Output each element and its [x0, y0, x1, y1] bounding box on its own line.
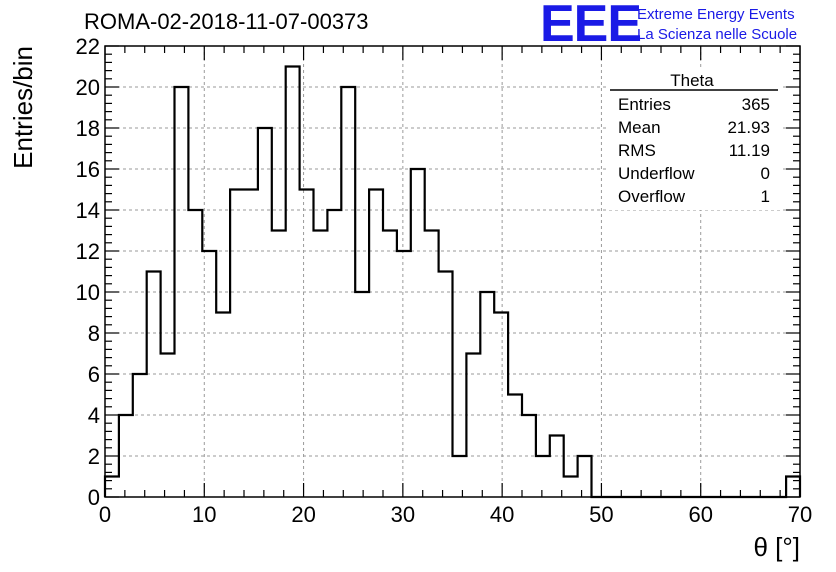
- histogram-bin: [494, 313, 508, 498]
- histogram-bin: [105, 477, 119, 498]
- histogram-bin: [314, 231, 328, 498]
- eee-logo: EEE: [540, 0, 642, 53]
- histogram-bin: [327, 210, 341, 497]
- y-tick-label: 12: [76, 239, 100, 264]
- stats-value: 1: [761, 187, 770, 206]
- histogram-bin: [230, 190, 244, 498]
- histogram-bin: [578, 456, 592, 497]
- histogram-bin: [244, 190, 258, 498]
- y-tick-label: 20: [76, 75, 100, 100]
- y-tick-label: 0: [88, 485, 100, 510]
- histogram-bin: [216, 313, 230, 498]
- stats-title: Theta: [670, 71, 714, 90]
- stats-value: 11.19: [729, 141, 770, 160]
- stats-value: 365: [742, 95, 770, 114]
- histogram-bin: [397, 251, 411, 497]
- histogram-bin: [369, 190, 383, 498]
- y-tick-label: 2: [88, 444, 100, 469]
- stats-label: RMS: [618, 141, 656, 160]
- histogram-bin: [133, 374, 147, 497]
- stats-value: 21.93: [727, 118, 770, 137]
- plot-frame: [104, 45, 801, 498]
- y-tick-label: 10: [76, 280, 100, 305]
- logo-line-1: Extreme Energy Events: [637, 6, 795, 23]
- x-axis-label: θ [°]: [753, 532, 800, 562]
- x-tick-label: 50: [589, 502, 613, 527]
- histogram-bin: [564, 477, 578, 498]
- x-tick-label: 70: [788, 502, 812, 527]
- histogram-bin: [786, 477, 800, 498]
- y-tick-label: 16: [76, 157, 100, 182]
- y-tick-label: 18: [76, 116, 100, 141]
- y-tick-label: 4: [88, 403, 100, 428]
- y-tick-label: 22: [76, 34, 100, 59]
- histogram-bin: [147, 272, 161, 498]
- axes-frame: [104, 45, 801, 498]
- histogram-bin: [466, 354, 480, 498]
- histogram-bin: [508, 395, 522, 498]
- y-tick-label: 8: [88, 321, 100, 346]
- x-tick-label: 40: [490, 502, 514, 527]
- histogram-bin: [439, 272, 453, 498]
- histogram-bin: [550, 436, 564, 498]
- histogram-bin: [300, 190, 314, 498]
- y-tick-label: 14: [76, 198, 100, 223]
- stats-label: Entries: [618, 95, 671, 114]
- stats-box: Theta Entries 365 Mean 21.93 RMS 11.19 Underfl…: [608, 68, 780, 210]
- x-tick-label: 30: [391, 502, 415, 527]
- histogram-bin: [175, 87, 189, 497]
- logo-line-2: La Scienza nelle Scuole: [637, 26, 798, 43]
- x-tick-label: 0: [99, 502, 111, 527]
- y-tick-label: 6: [88, 362, 100, 387]
- stats-label: Mean: [618, 118, 661, 137]
- histogram-bin: [258, 128, 272, 497]
- histogram-bin: [188, 210, 202, 497]
- histogram-bin: [286, 67, 300, 498]
- grid-lines: [105, 46, 800, 497]
- stats-label: Overflow: [618, 187, 686, 206]
- histogram-bin: [355, 292, 369, 497]
- stats-label: Underflow: [618, 164, 695, 183]
- histogram-bin: [161, 354, 175, 498]
- histogram-bin: [453, 456, 467, 497]
- histogram-bin: [383, 231, 397, 498]
- run-title: ROMA-02-2018-11-07-00373: [84, 9, 369, 34]
- histogram-bin: [272, 231, 286, 498]
- x-tick-label: 10: [192, 502, 216, 527]
- axis-ticks: [104, 45, 801, 498]
- x-tick-label: 20: [291, 502, 315, 527]
- histogram-bin: [480, 292, 494, 497]
- histogram-bin: [425, 231, 439, 498]
- y-axis-label: Entries/bin: [8, 46, 38, 169]
- histogram-bin: [536, 456, 550, 497]
- stats-value: 0: [761, 164, 770, 183]
- x-tick-label: 60: [688, 502, 712, 527]
